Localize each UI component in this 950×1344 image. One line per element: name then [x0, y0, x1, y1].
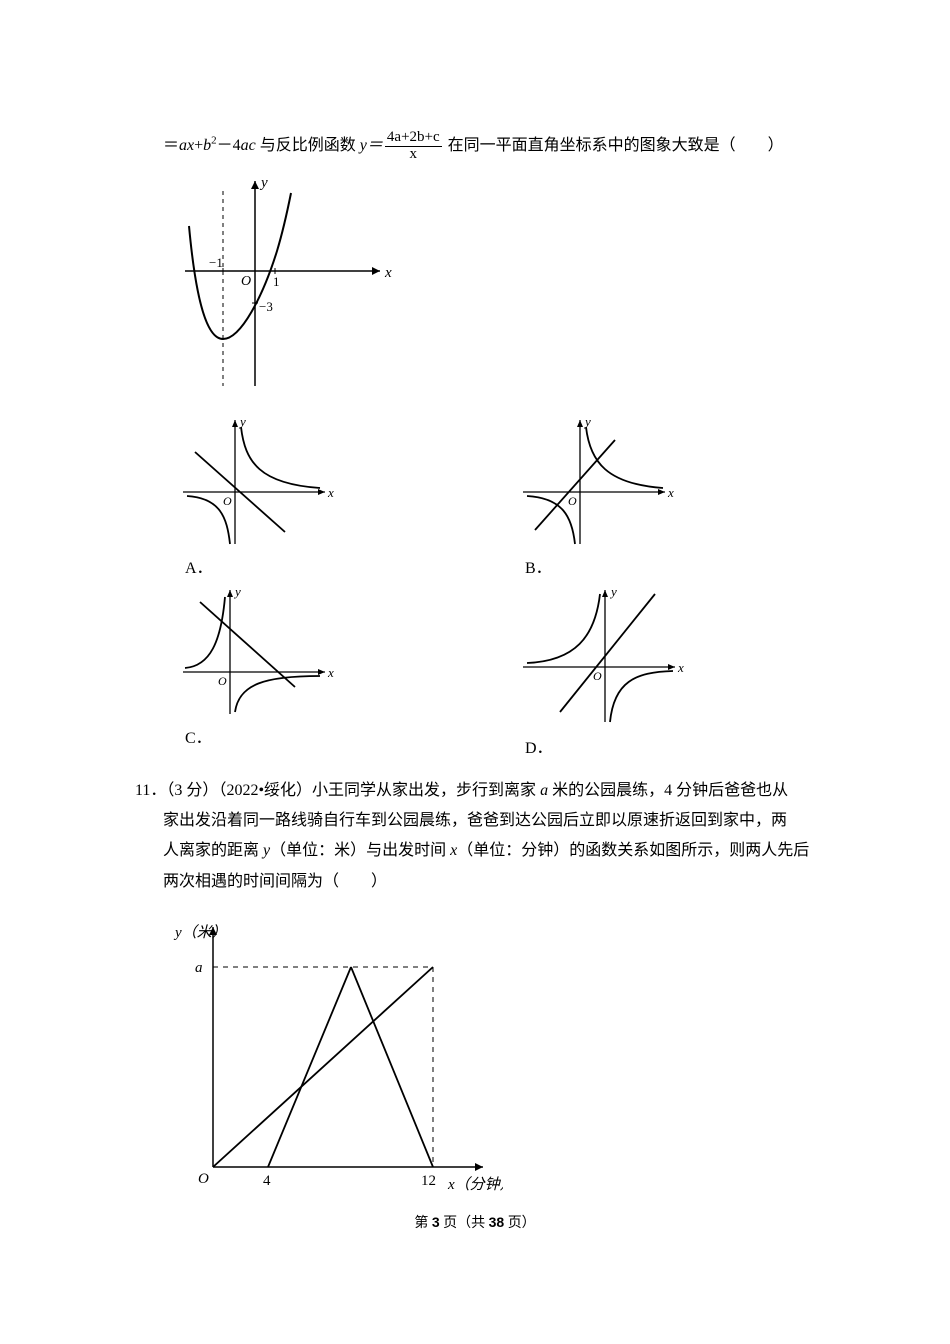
- eq-post: 在同一平面直角坐标系中的图象大致是（ ）: [444, 137, 784, 154]
- q11-points: （3 分）: [166, 782, 218, 799]
- exam-page: ＝ax+b2－4ac 与反比例函数 y＝4a+2b+cx 在同一平面直角坐标系中…: [0, 0, 950, 1272]
- label-A: A．: [175, 554, 213, 578]
- frac-den: x: [385, 147, 442, 163]
- eq-b: b: [203, 137, 211, 154]
- frac-num: 4a+2b+c: [385, 130, 442, 147]
- page-footer: 第 3 页（共 38 页）: [0, 1212, 950, 1232]
- one-label: 1: [273, 274, 280, 289]
- q11-t3c: （单位：分钟）的函数关系如图所示，则两人先后: [457, 842, 809, 859]
- option-A[interactable]: x y O A．: [175, 412, 335, 578]
- q10-main-graph: x y O −1 1 −3: [135, 171, 815, 406]
- svg-text:x: x: [667, 485, 674, 500]
- svg-text:y: y: [238, 414, 246, 429]
- q11-t1: 小王同学从家出发，步行到离家: [312, 782, 540, 799]
- q11-line1: 11．（3 分）（2022•绥化）小王同学从家出发，步行到离家 a 米的公园晨练…: [135, 776, 815, 806]
- options-row-1: x y O A． x y O: [135, 412, 815, 578]
- svg-text:O: O: [198, 1171, 209, 1187]
- options-row-2: x y O C． x y O D．: [135, 582, 815, 758]
- svg-text:O: O: [568, 494, 577, 508]
- option-D[interactable]: x y O D．: [515, 582, 685, 758]
- svg-text:x: x: [327, 485, 334, 500]
- svg-text:y: y: [233, 584, 241, 599]
- svg-text:y: y: [609, 584, 617, 599]
- svg-text:O: O: [223, 494, 232, 508]
- svg-text:x: x: [327, 665, 334, 680]
- q11-a: a: [540, 782, 548, 799]
- eq-ac: ac: [241, 137, 256, 154]
- svg-text:y（米）: y（米）: [173, 924, 227, 941]
- q11: 11．（3 分）（2022•绥化）小王同学从家出发，步行到离家 a 米的公园晨练…: [135, 776, 815, 1213]
- opt-b-svg: x y O: [515, 412, 675, 552]
- q11-svg: y（米） x（分钟） O a 4 12: [163, 907, 503, 1207]
- svg-text:O: O: [593, 669, 602, 683]
- q10-stem: ＝ax+b2－4ac 与反比例函数 y＝4a+2b+cx 在同一平面直角坐标系中…: [135, 130, 815, 163]
- q11-t3b: （单位：米）与出发时间: [270, 842, 450, 859]
- footer-cur: 3: [432, 1214, 440, 1230]
- footer-total: 38: [489, 1214, 505, 1230]
- parabola-svg: x y O −1 1 −3: [175, 171, 395, 401]
- footer-post: 页）: [504, 1216, 536, 1231]
- svg-text:a: a: [195, 960, 203, 976]
- opt-a-svg: x y O: [175, 412, 335, 552]
- fraction: 4a+2b+cx: [385, 130, 442, 163]
- eq-y: y＝: [360, 137, 383, 154]
- label-B: B．: [515, 554, 552, 578]
- option-B[interactable]: x y O B．: [515, 412, 675, 578]
- svg-text:4: 4: [263, 1173, 271, 1189]
- eq-minus4: －4: [217, 137, 241, 154]
- q11-line2: 家出发沿着同一路线骑自行车到公园晨练，爸爸到达公园后立即以原速折返回到家中，两: [135, 806, 815, 836]
- svg-text:x: x: [677, 660, 684, 675]
- q11-source: （2022•绥化）: [218, 782, 312, 799]
- option-C[interactable]: x y O C．: [175, 582, 335, 758]
- opt-c-svg: x y O: [175, 582, 335, 722]
- svg-text:12: 12: [421, 1173, 436, 1189]
- eq-prefix: ＝: [163, 137, 179, 154]
- svg-text:y: y: [583, 414, 591, 429]
- q11-t3: 人离家的距离: [163, 842, 263, 859]
- axis-y-label: y: [259, 175, 268, 191]
- q11-t1b: 米的公园晨练，4 分钟后爸爸也从: [548, 782, 788, 799]
- q11-line4: 两次相遇的时间间隔为（ ）: [135, 867, 815, 897]
- opt-d-svg: x y O: [515, 582, 685, 732]
- svg-text:x（分钟）: x（分钟）: [447, 1176, 503, 1193]
- footer-pre: 第: [414, 1216, 432, 1231]
- q11-number: 11．: [135, 782, 166, 799]
- q11-graph: y（米） x（分钟） O a 4 12: [135, 907, 815, 1212]
- eq-plus: +: [194, 137, 203, 154]
- origin-label: O: [241, 274, 251, 289]
- eq-ax: ax: [179, 137, 194, 154]
- svg-text:O: O: [218, 674, 227, 688]
- label-C: C．: [175, 724, 212, 748]
- axis-x-label: x: [384, 265, 392, 281]
- footer-mid: 页（共: [440, 1216, 489, 1231]
- neg3-label: −3: [259, 299, 273, 314]
- q11-line3: 人离家的距离 y（单位：米）与出发时间 x（单位：分钟）的函数关系如图所示，则两…: [135, 836, 815, 866]
- label-D: D．: [515, 734, 553, 758]
- neg1-label: −1: [209, 255, 223, 270]
- eq-mid: 与反比例函数: [256, 137, 360, 154]
